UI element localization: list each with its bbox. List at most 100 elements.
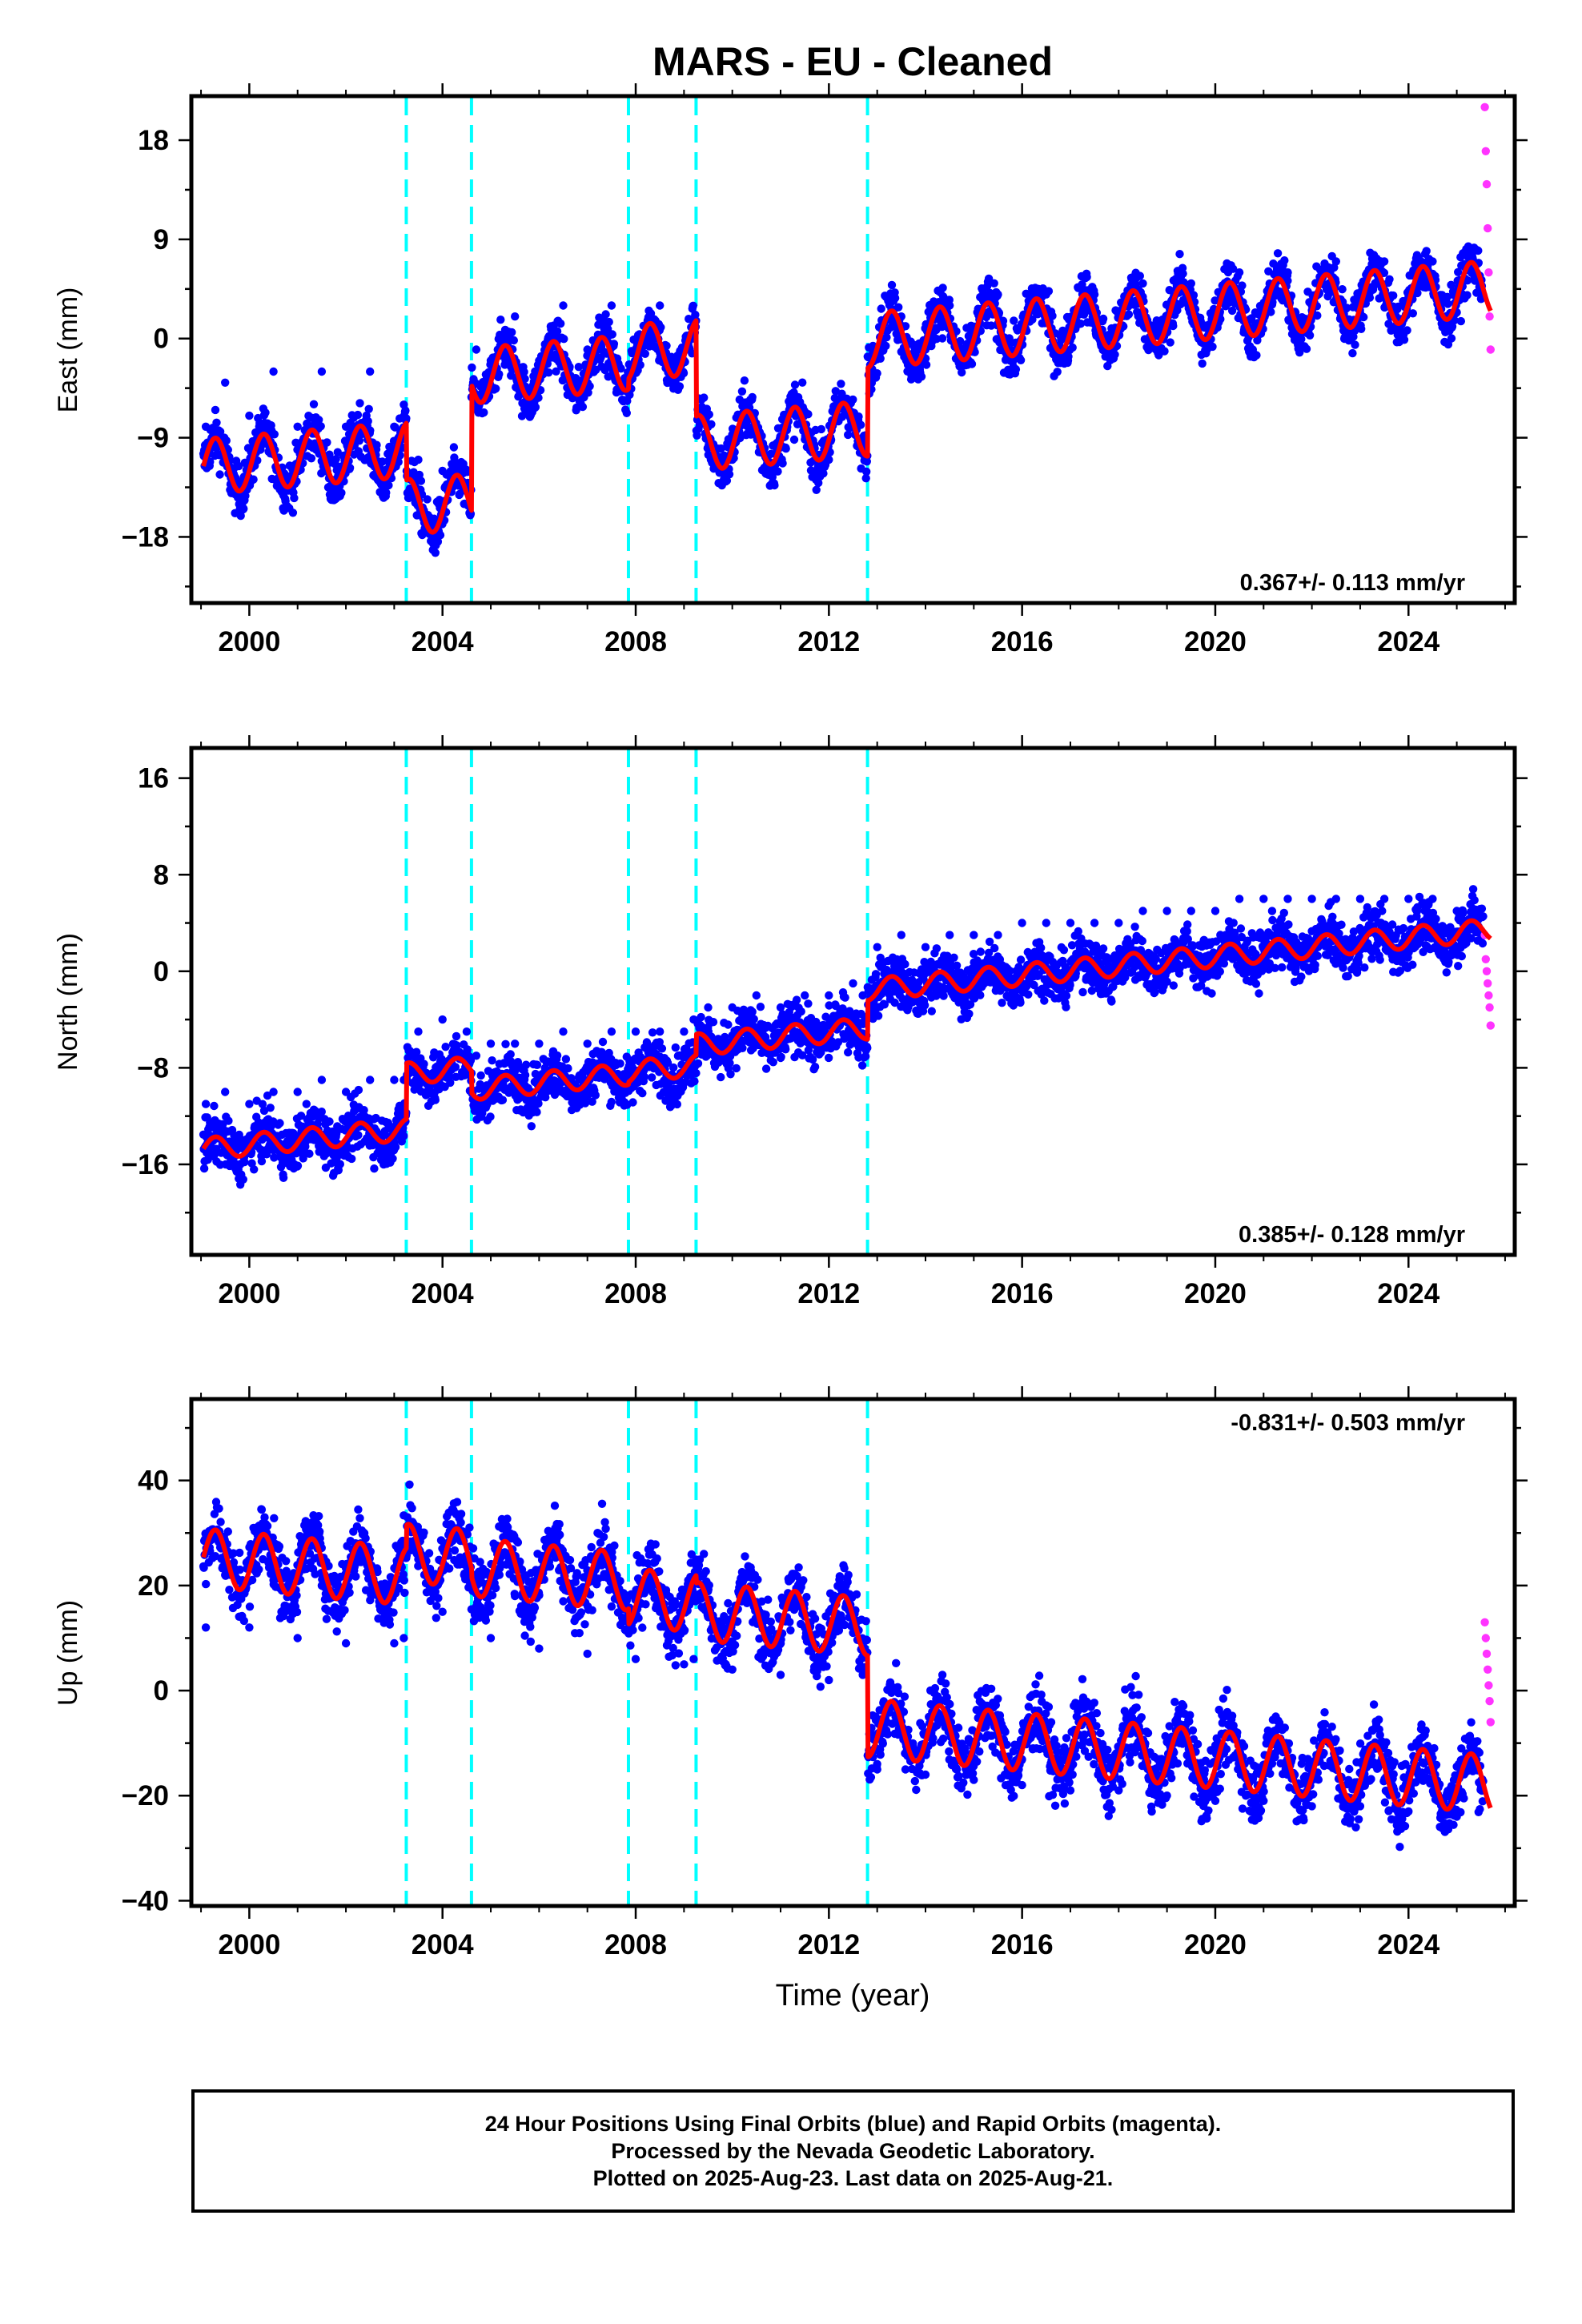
final-orbit-point (1365, 293, 1375, 302)
final-orbit-point (1208, 342, 1217, 352)
final-orbit-point (316, 422, 325, 431)
final-orbit-point (433, 537, 443, 546)
final-orbit-point (647, 1073, 656, 1082)
final-orbit-point (364, 404, 373, 413)
final-orbit-point (732, 1063, 741, 1073)
final-orbit-point (598, 1037, 608, 1047)
rapid-orbit-point (1484, 268, 1493, 277)
final-orbit-point (366, 367, 375, 376)
final-orbit-point (640, 349, 649, 358)
final-orbit-point (449, 443, 459, 452)
final-orbit-point (812, 485, 821, 494)
final-orbit-point (756, 1003, 765, 1011)
final-orbit-point (675, 382, 685, 391)
final-orbit-point (552, 367, 560, 376)
final-orbit-point (689, 301, 697, 310)
final-orbit-point (1186, 279, 1196, 288)
final-orbit-point (441, 1043, 450, 1051)
final-orbit-point (1252, 351, 1261, 360)
final-orbit-point (414, 455, 423, 464)
final-orbit-point (323, 438, 331, 447)
final-orbit-point (673, 1100, 681, 1109)
y-tick-label: 9 (154, 224, 169, 255)
final-orbit-point (946, 301, 954, 310)
final-orbit-point (559, 301, 568, 310)
final-orbit-point (1011, 365, 1021, 374)
final-orbit-point (1331, 257, 1341, 266)
final-orbit-point (325, 450, 334, 459)
final-orbit-point (1166, 338, 1174, 347)
final-orbit-point (1042, 290, 1051, 299)
final-orbit-point (355, 436, 364, 445)
final-orbit-point (584, 388, 592, 397)
final-orbit-point (293, 422, 302, 431)
final-orbit-point (740, 376, 749, 385)
final-orbit-point (717, 444, 725, 453)
final-orbit-point (938, 334, 947, 343)
final-orbit-point (804, 999, 813, 1008)
final-orbit-point (1110, 350, 1119, 359)
final-orbit-point (1447, 334, 1456, 343)
final-orbit-point (402, 414, 411, 423)
final-orbit-point (452, 1031, 461, 1041)
final-orbit-point (761, 1064, 771, 1073)
final-orbit-point (737, 387, 747, 396)
final-orbit-point (657, 1044, 667, 1053)
final-orbit-point (679, 368, 689, 378)
final-orbit-point (825, 455, 833, 464)
final-orbit-point (608, 330, 616, 339)
final-orbit-point (331, 455, 340, 464)
x-tick-label: 2016 (991, 626, 1054, 657)
final-orbit-point (561, 1055, 571, 1063)
final-orbit-point (290, 493, 299, 503)
final-orbit-point (266, 1104, 275, 1112)
final-orbit-point (1456, 316, 1466, 326)
rapid-orbit-point (1482, 179, 1492, 189)
final-orbit-point (604, 317, 613, 327)
final-orbit-point (1389, 291, 1398, 300)
final-orbit-point (1138, 279, 1147, 288)
final-orbit-point (1273, 249, 1283, 258)
final-orbit-point (789, 435, 799, 444)
final-orbit-point (347, 1154, 356, 1164)
final-orbit-point (486, 1112, 495, 1121)
final-orbit-point (363, 416, 372, 426)
final-orbit-point (717, 1072, 725, 1082)
final-orbit-point (748, 392, 757, 402)
final-orbit-point (1443, 300, 1452, 308)
final-orbit-point (215, 470, 224, 479)
final-orbit-point (616, 1059, 624, 1068)
north-ticks (179, 735, 1528, 1268)
final-orbit-point (480, 408, 488, 417)
final-orbit-point (769, 1058, 777, 1067)
final-orbit-point (628, 1098, 637, 1107)
x-tick-label: 2020 (1184, 626, 1247, 657)
final-orbit-point (507, 371, 516, 380)
final-orbit-point (824, 1053, 833, 1063)
final-orbit-point (1175, 250, 1184, 259)
final-orbit-point (431, 1096, 440, 1104)
final-orbit-point (201, 422, 211, 431)
final-orbit-point (841, 993, 849, 1002)
final-orbit-point (372, 440, 381, 449)
final-orbit-point (317, 1108, 326, 1116)
final-orbit-point (844, 1047, 853, 1057)
final-orbit-point (890, 294, 900, 303)
final-orbit-point (1178, 269, 1187, 278)
final-orbit-point (773, 467, 782, 476)
final-orbit-point (390, 422, 399, 431)
final-orbit-point (355, 399, 364, 408)
final-orbit-point (700, 393, 709, 402)
final-orbit-point (211, 405, 220, 415)
final-orbit-point (391, 1143, 400, 1152)
final-orbit-point (221, 378, 230, 387)
final-orbit-point (1348, 348, 1357, 358)
final-orbit-point (1124, 310, 1134, 319)
final-orbit-point (849, 395, 857, 404)
final-orbit-point (1098, 314, 1108, 324)
final-orbit-point (1359, 312, 1368, 322)
final-orbit-point (958, 368, 966, 377)
final-orbit-point (215, 427, 225, 436)
final-orbit-point (212, 418, 221, 427)
final-orbit-point (781, 444, 790, 453)
